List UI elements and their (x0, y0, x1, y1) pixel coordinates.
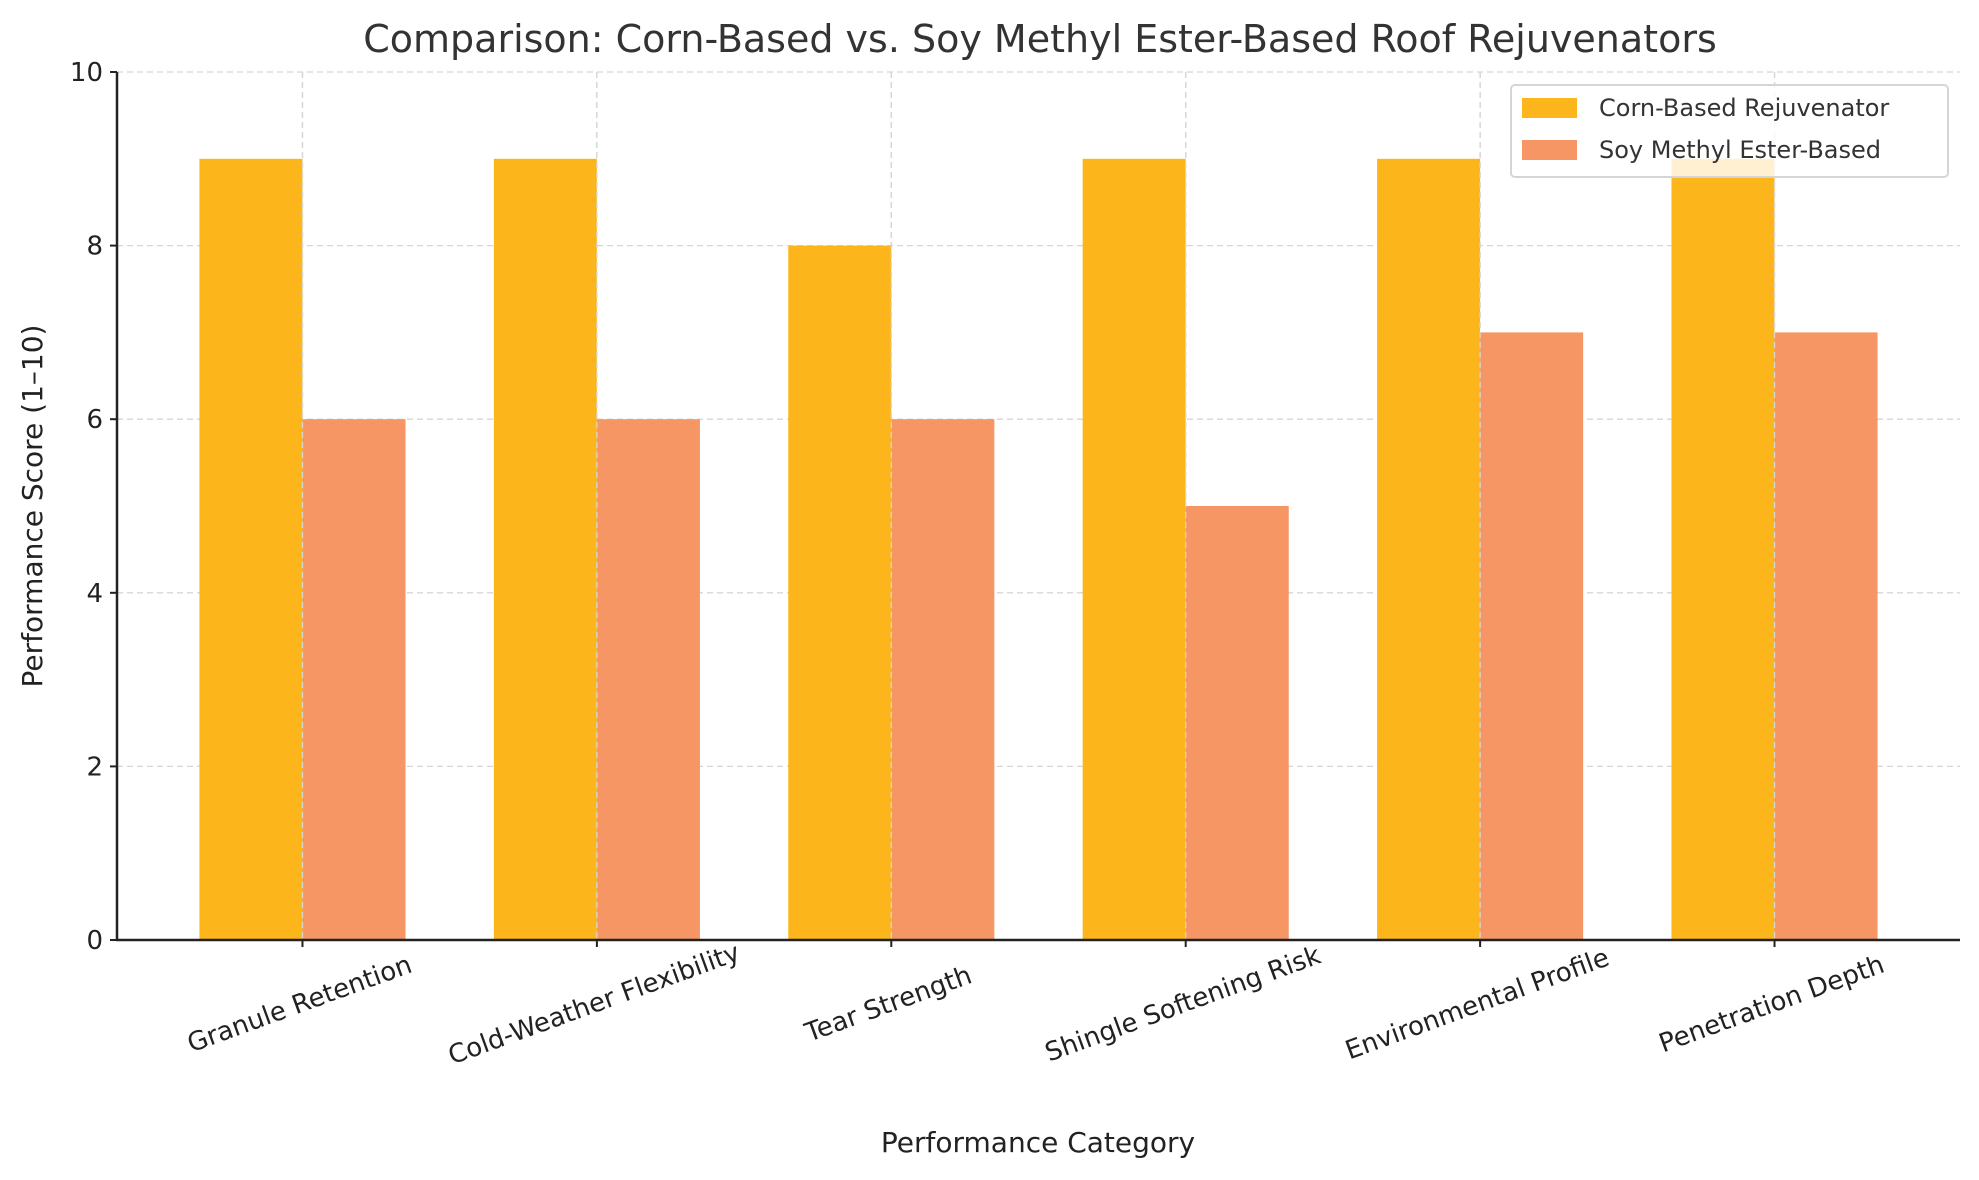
legend: Corn-Based Rejuvenator Soy Methyl Ester-… (1510, 84, 1949, 178)
y-tick-label: 0 (86, 926, 103, 956)
y-tick-label: 10 (70, 58, 103, 88)
bar-soy-3 (1185, 506, 1289, 940)
x-tick-label: Shingle Softening Risk (1041, 941, 1325, 1069)
y-axis-label: Performance Score (1–10) (16, 325, 49, 688)
x-axis-label: Performance Category (881, 1126, 1195, 1159)
bar-soy-1 (596, 419, 700, 940)
bar-soy-5 (1774, 332, 1878, 940)
bar-corn-1 (493, 158, 597, 941)
x-ticks: Granule Retention Cold-Weather Flexibilit… (183, 938, 1888, 1072)
legend-swatch-corn (1522, 98, 1577, 118)
bar-corn-3 (1082, 158, 1186, 941)
x-tick-label: Cold-Weather Flexibility (444, 938, 744, 1072)
x-tick-label: Tear Strength (800, 960, 975, 1048)
bar-soy-2 (891, 419, 995, 940)
bar-corn-5 (1671, 158, 1775, 941)
legend-swatch-soy (1522, 140, 1577, 160)
legend-label-corn: Corn-Based Rejuvenator (1599, 94, 1889, 122)
y-tick-label: 2 (86, 752, 103, 782)
x-tick-label: Granule Retention (183, 950, 416, 1059)
bars (199, 72, 1878, 941)
y-ticks: 0 2 4 6 8 10 (70, 58, 117, 956)
x-tick-label: Environmental Profile (1341, 943, 1613, 1066)
bar-corn-4 (1377, 158, 1481, 941)
bar-corn-0 (199, 158, 303, 941)
y-tick-label: 8 (86, 232, 103, 262)
y-tick-label: 4 (86, 579, 103, 609)
chart-title: Comparison: Corn-Based vs. Soy Methyl Es… (363, 17, 1717, 61)
legend-frame (1510, 84, 1949, 178)
bar-soy-0 (302, 419, 406, 940)
x-tick-label: Penetration Depth (1655, 950, 1888, 1059)
bar-soy-4 (1480, 332, 1584, 940)
y-tick-label: 6 (86, 405, 103, 435)
legend-label-soy: Soy Methyl Ester-Based (1599, 136, 1881, 164)
axes (115, 72, 1960, 942)
bar-corn-2 (788, 245, 892, 941)
